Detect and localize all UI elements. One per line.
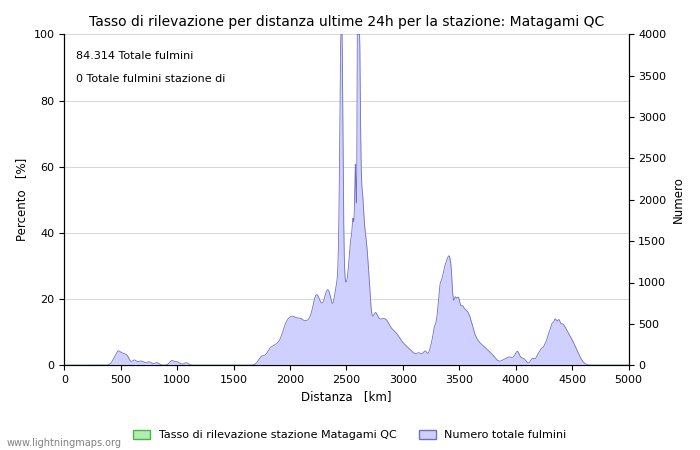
- Y-axis label: Numero: Numero: [672, 176, 685, 223]
- Text: www.lightningmaps.org: www.lightningmaps.org: [7, 438, 122, 448]
- Text: 84.314 Totale fulmini: 84.314 Totale fulmini: [76, 51, 193, 61]
- Y-axis label: Percento   [%]: Percento [%]: [15, 158, 28, 241]
- Title: Tasso di rilevazione per distanza ultime 24h per la stazione: Matagami QC: Tasso di rilevazione per distanza ultime…: [89, 15, 604, 29]
- Legend: Tasso di rilevazione stazione Matagami QC, Numero totale fulmini: Tasso di rilevazione stazione Matagami Q…: [129, 425, 571, 445]
- X-axis label: Distanza   [km]: Distanza [km]: [301, 391, 392, 404]
- Text: 0 Totale fulmini stazione di: 0 Totale fulmini stazione di: [76, 74, 225, 84]
